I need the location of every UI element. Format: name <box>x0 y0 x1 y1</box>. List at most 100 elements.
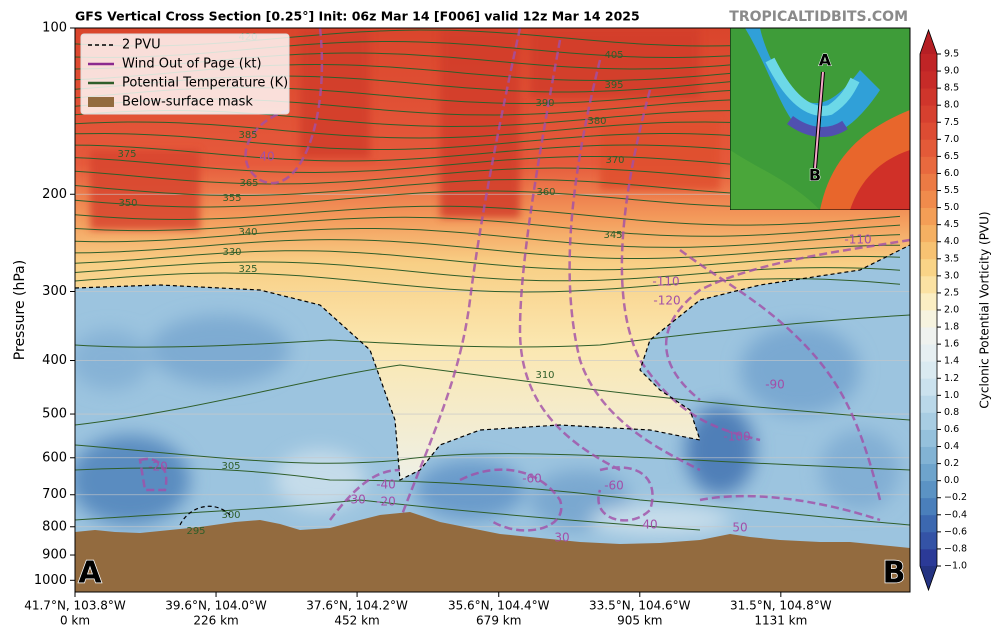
colorbar-segment <box>920 446 937 464</box>
colorbar-segment <box>920 514 937 533</box>
colorbar-segment <box>920 258 937 277</box>
y-tick-label: 300 <box>42 284 67 299</box>
colorbar-segment <box>920 344 937 362</box>
colorbar-segment <box>920 122 937 140</box>
theta-contour <box>75 499 701 531</box>
wind-label: 50 <box>732 521 747 535</box>
x-tick-coord: 31.5°N, 104.8°W <box>730 599 832 613</box>
colorbar-segment <box>920 480 937 499</box>
y-tick-label: 100 <box>42 21 67 36</box>
theta-contour <box>75 314 910 348</box>
colorbar-tick-label: −0.4 <box>944 509 967 520</box>
colorbar-tick-label: 6.5 <box>944 151 959 162</box>
theta-label: 350 <box>118 198 137 209</box>
theta-label: 305 <box>221 461 240 472</box>
colorbar-segment <box>920 497 937 516</box>
colorbar-segment <box>920 429 937 447</box>
colorbar-segment <box>920 88 937 106</box>
wind-label: -100 <box>723 430 750 444</box>
colorbar-tick-label: 3.0 <box>944 270 959 281</box>
below-surface-mask <box>75 512 910 592</box>
y-tick-label: 700 <box>42 487 67 502</box>
pvu-2-contour <box>179 505 231 526</box>
colorbar-segment <box>920 241 937 260</box>
watermark: TROPICALTIDBITS.COM <box>729 9 908 25</box>
colorbar-segment <box>920 548 937 567</box>
colorbar-tick-label: 1.0 <box>944 390 959 401</box>
theta-contour <box>75 444 910 471</box>
inset-end-label: B <box>809 166 821 185</box>
inset-map <box>730 28 910 210</box>
legend-swatch <box>88 97 114 107</box>
y-tick-label: 1000 <box>34 573 67 588</box>
theta-label: 340 <box>238 227 257 238</box>
inset-start-label: A <box>819 51 832 70</box>
x-tick-label: 679 km <box>476 614 521 628</box>
x-tick-label: 0 km <box>60 614 90 628</box>
theta-label: 325 <box>238 264 257 275</box>
legend: 2 PVU Wind Out of Page (kt) Potential Temp… <box>80 33 290 115</box>
legend-label: 2 PVU <box>122 38 161 53</box>
colorbar-tick-label: −0.2 <box>944 492 967 503</box>
colorbar-tick-label: 9.5 <box>944 49 959 60</box>
colorbar-tick-label: 8.5 <box>944 83 959 94</box>
y-tick-label: 800 <box>42 519 67 534</box>
colorbar-tick-label: 0.4 <box>944 441 959 452</box>
contour-labels: 4204053953903803853753703653603553503453… <box>117 32 871 545</box>
legend-label: Wind Out of Page (kt) <box>122 57 262 72</box>
x-tick-label: 905 km <box>617 614 662 628</box>
colorbar-tick-label: 5.5 <box>944 185 959 196</box>
colorbar-segment <box>920 310 937 328</box>
wind-label: -90 <box>765 378 785 392</box>
colorbar-segment <box>920 139 937 157</box>
colorbar-segment <box>920 54 937 72</box>
wind-label: -30 <box>346 493 366 507</box>
colorbar-tick-label: 7.0 <box>944 134 959 145</box>
x-tick-label: 226 km <box>193 614 238 628</box>
theta-label: 355 <box>222 193 241 204</box>
pvu-2-contour <box>75 244 910 481</box>
section-start-label: A <box>78 556 102 591</box>
colorbar-segment <box>920 531 937 550</box>
colorbar-tick-label: 7.5 <box>944 117 959 128</box>
colorbar-segment <box>920 105 937 123</box>
colorbar-segment <box>920 327 937 345</box>
theta-contour <box>75 239 900 259</box>
colorbar-segment <box>920 156 937 174</box>
theta-label: 370 <box>605 155 624 166</box>
colorbar-tick-label: 9.0 <box>944 66 959 77</box>
x-tick-coord: 35.6°N, 104.4°W <box>448 599 550 613</box>
y-tick-label: 400 <box>42 353 67 368</box>
colorbar-tick-label: −0.8 <box>944 543 967 554</box>
theta-label: 360 <box>536 187 555 198</box>
colorbar-tick-label: 5.0 <box>944 202 959 213</box>
theta-label: 310 <box>535 370 554 381</box>
wind-label: -110 <box>844 233 871 247</box>
wind-label: -60 <box>604 479 624 493</box>
colorbar-tick-label: 0.8 <box>944 407 959 418</box>
colorbar-tick-label: 2.5 <box>944 287 959 298</box>
theta-label: 300 <box>221 510 240 521</box>
colorbar-segment <box>920 463 937 482</box>
colorbar-segment <box>920 378 937 396</box>
wind-label: -120 <box>653 294 680 308</box>
colorbar-tick-label: 2.0 <box>944 305 959 316</box>
colorbar-segment <box>920 395 937 413</box>
colorbar-tick-label: 4.0 <box>944 236 959 247</box>
colorbar-tick-label: 1.2 <box>944 373 959 384</box>
x-tick-coord: 33.5°N, 104.6°W <box>589 599 691 613</box>
colorbar-segment <box>920 224 937 243</box>
x-tick-coord: 41.7°N, 103.8°W <box>24 599 126 613</box>
colorbar: −1.0 −0.8 −0.6 −0.4 −0.2 0.0 0.2 0.4 0.6 0.8 1.0 1.… <box>919 28 967 592</box>
theta-contour <box>75 228 901 248</box>
theta-contour <box>75 467 910 526</box>
colorbar-tick-label: −0.6 <box>944 526 967 537</box>
colorbar-extend-high <box>920 30 937 54</box>
colorbar-segment <box>920 292 937 311</box>
colorbar-tick-label: 6.0 <box>944 168 959 179</box>
legend-box <box>80 33 290 115</box>
colorbar-segment <box>920 190 937 208</box>
x-tick-label: 1131 km <box>754 614 807 628</box>
colorbar-segment <box>920 275 937 294</box>
y-tick-label: 500 <box>42 407 67 422</box>
